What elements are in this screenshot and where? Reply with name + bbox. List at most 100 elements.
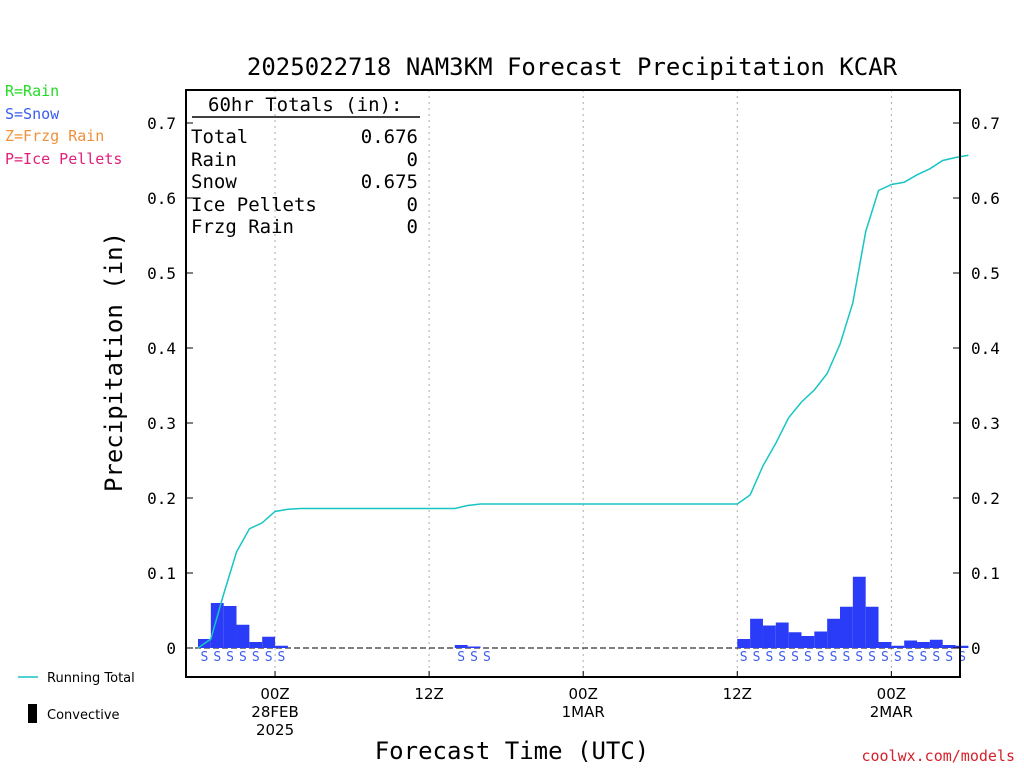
precip-bar: [737, 639, 751, 648]
legend-ice-pellets: P=Ice Pellets: [5, 150, 122, 168]
precip-bar: [750, 618, 763, 648]
x-tick-label: 00Z: [260, 685, 289, 703]
precip-bar: [775, 622, 789, 648]
precip-bar: [865, 606, 879, 648]
precip-type-marker: S: [470, 650, 478, 665]
y-tick-label: 0.5: [971, 264, 1000, 283]
precip-bar: [210, 603, 224, 648]
precip-bar: [223, 606, 237, 648]
running-total-line: [197, 154, 969, 649]
x-tick-label: 28FEB: [251, 703, 298, 721]
precip-type-marker: S: [265, 650, 273, 665]
precip-type-marker: S: [817, 650, 825, 665]
y-tick-label: 0.1: [147, 564, 176, 583]
precip-bar: [262, 636, 276, 648]
y-tick-label: 0: [971, 639, 981, 658]
legend-snow: S=Snow: [5, 105, 60, 123]
plot-frame: [185, 89, 961, 678]
precip-bar: [762, 625, 776, 648]
x-tick-label: 12Z: [414, 685, 443, 703]
precip-bar: [878, 642, 892, 648]
y-tick-label: 0.6: [971, 189, 1000, 208]
y-tick-label: 0.4: [971, 339, 1000, 358]
convective-swatch: [28, 704, 37, 723]
precip-type-marker: S: [278, 650, 286, 665]
precip-bar: [275, 645, 288, 648]
precip-type-marker: S: [226, 650, 234, 665]
precip-bar: [891, 645, 905, 648]
watermark: coolwx.com/models: [861, 747, 1015, 765]
y-tick-label: 0.3: [971, 414, 1000, 433]
precip-bar: [852, 576, 866, 648]
chart-title: 2025022718 NAM3KM Forecast Precipitation…: [247, 53, 898, 81]
y-tick-label: 0: [166, 639, 176, 658]
grid: [274, 90, 892, 677]
precip-bar: [904, 640, 918, 648]
precip-type-marker: S: [932, 650, 940, 665]
snow-label: Snow: [191, 171, 237, 193]
precip-bar: [840, 606, 853, 648]
precip-bar: [917, 642, 930, 648]
precip-type-marker: S: [201, 650, 209, 665]
precip-type-legend: R=Rain S=Snow Z=Frzg Rain P=Ice Pellets: [5, 82, 122, 168]
precip-type-marker: S: [894, 650, 902, 665]
precip-type-marker: S: [740, 650, 748, 665]
y-axis-right: 0 0.1 0.2 0.3 0.4 0.5 0.6 0.7: [953, 114, 1000, 658]
total-label: Total: [191, 126, 248, 148]
snow-value: 0.675: [361, 171, 418, 193]
x-tick-label: 00Z: [569, 685, 598, 703]
x-tick-label: 00Z: [877, 685, 906, 703]
ice-pellets-label: Ice Pellets: [191, 194, 317, 216]
legend-rain: R=Rain: [5, 82, 59, 100]
total-value: 0.676: [361, 126, 418, 148]
precip-type-marker: S: [457, 650, 465, 665]
y-tick-label: 0.6: [147, 189, 176, 208]
freezing-rain-label: Frzg Rain: [191, 216, 294, 238]
y-tick-label: 0.2: [147, 489, 176, 508]
precip-bar: [788, 632, 802, 648]
rain-label: Rain: [191, 149, 237, 171]
y-tick-label: 0.7: [971, 114, 1000, 133]
legend-freezing-rain: Z=Frzg Rain: [5, 127, 104, 145]
x-tick-label: 2025: [256, 721, 294, 739]
x-tick-label: 1MAR: [562, 703, 605, 721]
totals-box: 60hr Totals (in): Total 0.676 Rain 0 Sno…: [191, 94, 420, 238]
bottom-legend: Running Total Convective: [18, 671, 135, 723]
precip-bar: [236, 624, 250, 648]
precip-bar: [955, 645, 969, 648]
precip-type-marker: S: [753, 650, 761, 665]
precip-type-marker: S: [778, 650, 786, 665]
x-axis-label: Forecast Time (UTC): [375, 737, 650, 765]
ice-pellets-value: 0: [407, 194, 418, 216]
y-tick-label: 0.7: [147, 114, 176, 133]
running-total-label: Running Total: [47, 671, 135, 686]
precip-bar: [814, 631, 828, 648]
precip-type-marker: S: [252, 650, 260, 665]
convective-label: Convective: [47, 708, 120, 723]
precip-type-marker: S: [239, 650, 247, 665]
precip-bar: [929, 639, 943, 648]
precip-bar: [467, 646, 481, 648]
x-tick-label: 12Z: [723, 685, 752, 703]
precip-type-marker: S: [213, 650, 221, 665]
freezing-rain-value: 0: [407, 216, 418, 238]
precip-type-marker: S: [804, 650, 812, 665]
precip-type-marker: S: [765, 650, 773, 665]
precip-type-marker: S: [791, 650, 799, 665]
precip-type-marker: S: [958, 650, 966, 665]
precip-type-marker: S: [855, 650, 863, 665]
precip-bars: [198, 576, 969, 648]
y-axis-label: Precipitation (in): [100, 232, 128, 492]
y-tick-label: 0.3: [147, 414, 176, 433]
precip-bar: [454, 645, 468, 648]
y-tick-label: 0.1: [971, 564, 1000, 583]
y-tick-label: 0.4: [147, 339, 176, 358]
rain-value: 0: [407, 149, 418, 171]
precip-bar: [827, 618, 840, 648]
precip-type-marker: S: [907, 650, 915, 665]
precip-bar: [942, 645, 956, 648]
precip-type-marker: S: [483, 650, 491, 665]
